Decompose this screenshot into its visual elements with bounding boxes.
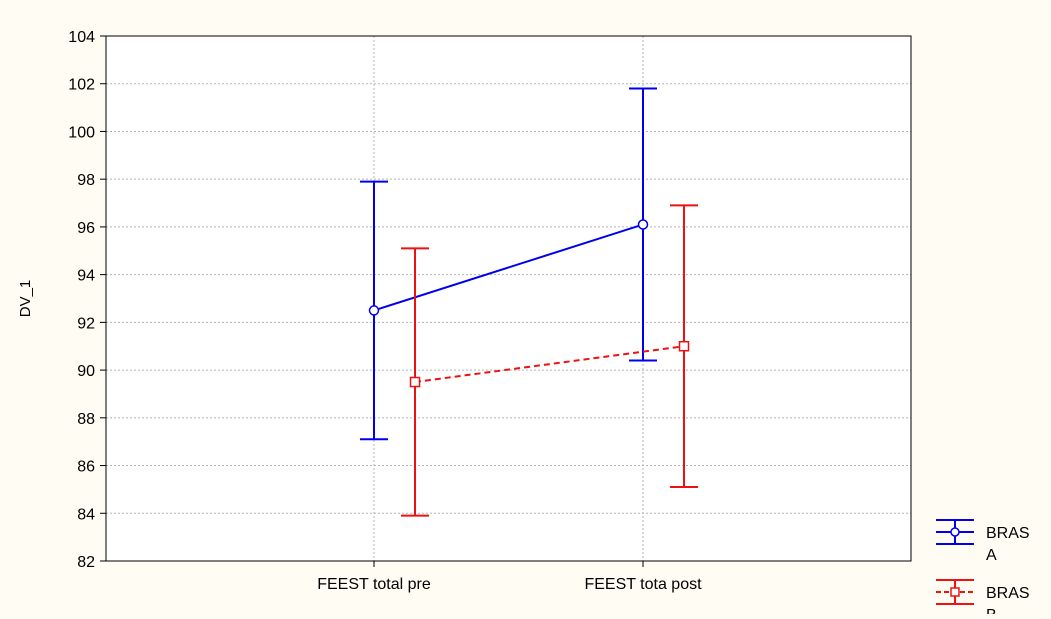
y-tick-label: 88 <box>77 411 95 428</box>
data-point <box>409 376 421 388</box>
legend-label: BRAS <box>986 585 1030 602</box>
legend-marker <box>950 587 960 597</box>
data-point <box>678 340 690 352</box>
legend-label: B <box>986 607 997 614</box>
series-1 <box>360 87 657 441</box>
y-tick-label: 92 <box>77 315 95 332</box>
y-tick-label: 102 <box>68 77 95 94</box>
x-axis: FEEST total pre FEEST tota post <box>317 561 702 593</box>
y-tick-label: 100 <box>68 124 95 141</box>
plot-area <box>106 36 911 561</box>
legend-item-1: BRAS A <box>936 519 1030 564</box>
plot-frame <box>105 35 912 562</box>
data-point <box>368 305 380 316</box>
legend-label: A <box>986 547 997 564</box>
series-line <box>414 345 685 384</box>
y-tick-label: 94 <box>77 268 95 285</box>
y-tick-label: 86 <box>77 459 95 476</box>
data-point <box>637 219 649 230</box>
legend-marker <box>950 527 960 537</box>
series-line <box>373 223 644 312</box>
legend-item-2: BRAS B <box>936 579 1030 619</box>
y-axis: 82 84 86 88 90 92 94 96 98 100 102 104 <box>68 29 106 571</box>
series-layer <box>360 87 698 517</box>
y-tick-label: 82 <box>77 554 95 571</box>
y-tick-label: 84 <box>77 506 95 523</box>
y-axis-label: DV_1 <box>17 280 34 318</box>
x-tick-label: FEEST total pre <box>317 576 431 593</box>
legend: BRAS A BRAS B <box>936 519 1030 619</box>
grid-lines <box>106 36 911 561</box>
x-tick-label: FEEST tota post <box>584 576 702 593</box>
legend-label: BRAS <box>986 525 1030 542</box>
y-tick-label: 98 <box>77 172 95 189</box>
y-tick-label: 104 <box>68 29 95 46</box>
y-tick-label: 96 <box>77 220 95 237</box>
y-tick-label: 90 <box>77 363 95 380</box>
series-2 <box>401 204 698 517</box>
